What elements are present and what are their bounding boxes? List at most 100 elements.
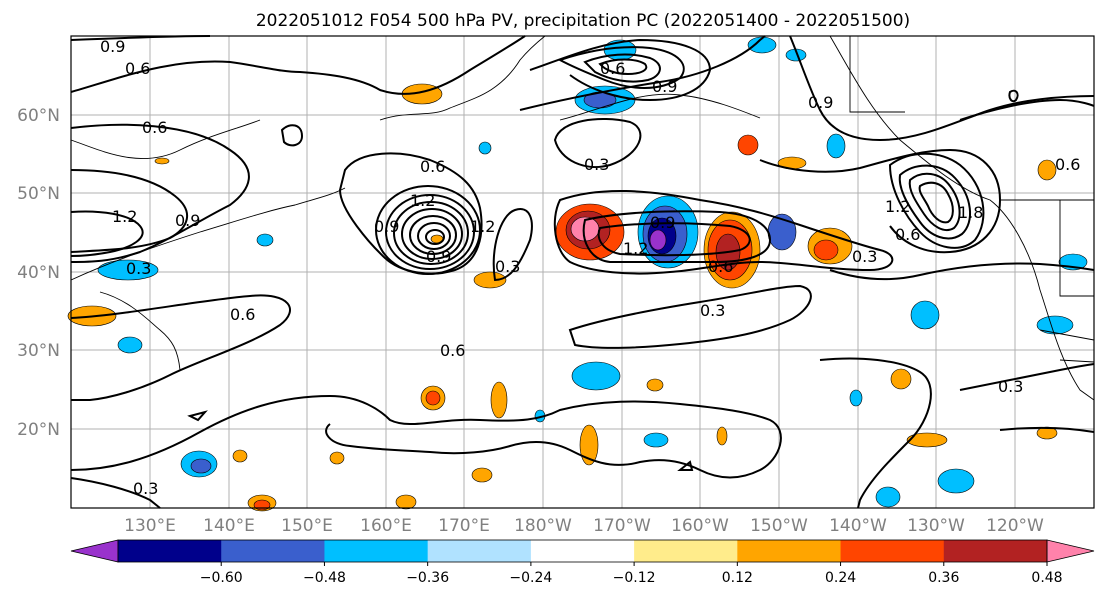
pv-contour [70,394,782,479]
colorbar-tick-label: −0.60 [200,570,243,586]
precip-blob [849,389,863,407]
contour-label: 0.6 [600,59,625,78]
colorbar-tick-label: −0.48 [303,570,346,586]
pv-contour [597,222,751,257]
pv-contour [70,123,250,263]
colorbar: −0.60 −0.48 −0.36 −0.24 −0.12 0.12 0.24 0.36 0.4… [70,539,1095,586]
contour-label: 0.9 [650,213,675,232]
lat-tick-label: 20°N [17,420,60,440]
colorbar-segment [840,540,945,562]
pv-contour [375,185,481,275]
pv-contour [759,148,1002,254]
pv-contour [598,58,648,76]
pv-contour [553,190,894,275]
pv-contour [425,229,445,245]
contour-label: 0.3 [998,377,1023,396]
contour-label: 0.6 [708,257,733,276]
pv-contour [70,35,526,95]
contour-label: 0.3 [495,257,520,276]
pv-contour [70,477,161,509]
precip-blob [643,432,669,448]
precip-blob [395,494,417,510]
lon-tick-label: 150°E [281,516,333,536]
lon-tick-label: 140°W [829,516,887,536]
coastline-kamchatka [70,119,261,159]
contour-label: 1.2 [885,197,910,216]
colorbar-extend-high [1046,539,1095,563]
pv-contour [819,357,932,509]
contour-label: 1.2 [623,239,648,258]
colorbar-labels: −0.60 −0.48 −0.36 −0.24 −0.12 0.12 0.24 0.36 0.4… [200,562,1063,586]
precip-blob [875,486,901,508]
contour-label: 0.6 [125,59,150,78]
lon-tick-label: 170°E [438,516,490,536]
lon-tick-label: 130°W [907,516,965,536]
colorbar-frame [117,539,1048,563]
pv-contour [677,460,694,471]
map-frame [70,35,1095,509]
pv-contour [70,169,188,253]
contour-label: 0.9 [100,37,125,56]
border-mexico [1039,329,1095,363]
lon-tick-label: 160°W [671,516,729,536]
colorbar-segment [221,540,325,562]
contour-label: 1.2 [470,217,495,236]
pv-contour [908,172,961,232]
contour-label: 0.6 [895,225,920,244]
lat-axis: 60°N 50°N 40°N 30°N 20°N [17,106,60,440]
precip-blob [117,336,143,354]
pv-contour [553,118,642,168]
pv-contour [1008,89,1019,103]
coastline-alaska-west [379,35,546,121]
coastline-north-america [829,35,1095,401]
contour-label: 0.6 [142,118,167,137]
contour-label: 1.2 [410,191,435,210]
precip-blob [890,368,912,390]
figure-title: 2022051012 F054 500 hPa PV, precipitatio… [256,11,910,31]
pv-contour [959,363,1095,391]
pv-contour [557,46,685,89]
precip-blob [1037,159,1057,181]
pv-contour [568,284,812,349]
lon-tick-label: 150°W [750,516,808,536]
contour-labels: 0.9 0.6 0.6 0.9 1.2 0.3 0.6 0.6 1.2 0.9 … [100,37,1080,498]
colorbar-segment [324,540,429,562]
precip-blob [906,432,948,448]
pv-contour [519,35,766,111]
pv-contour [187,410,208,422]
precip-blob [190,458,212,474]
precip-blob [937,468,975,494]
gridlines [71,36,1094,508]
pv-contour [385,194,475,270]
pv-contour [583,53,661,83]
colorbar-extend-low [70,539,119,563]
precip-blob [329,451,345,465]
lon-tick-label: 160°E [360,516,412,536]
contour-label: 0.3 [584,155,609,174]
pv-contour [338,152,483,275]
lat-tick-label: 60°N [17,106,60,126]
precip-blob [97,259,159,281]
contour-label: 0.6 [420,157,445,176]
coastline-aleutians [559,93,761,121]
colorbar-tick-label: 0.36 [928,570,959,586]
lat-tick-label: 30°N [17,341,60,361]
precipitation-shading [67,36,1088,512]
precip-blob [826,133,846,159]
colorbar-segment [118,540,222,562]
colorbar-segment [943,540,1048,562]
precip-blob [232,449,248,463]
pv-contour [417,222,451,250]
contour-label: 0.9 [175,211,200,230]
contour-label: 0.6 [230,305,255,324]
lon-tick-label: 180°W [514,516,572,536]
precip-blob [716,426,728,446]
pv-contour [789,35,1095,142]
precip-blob [473,271,507,289]
precip-blob [579,424,599,466]
coastline-asia [70,187,346,281]
pv-contour [999,426,1095,433]
precip-blob [813,239,839,261]
precip-blob [737,134,759,156]
